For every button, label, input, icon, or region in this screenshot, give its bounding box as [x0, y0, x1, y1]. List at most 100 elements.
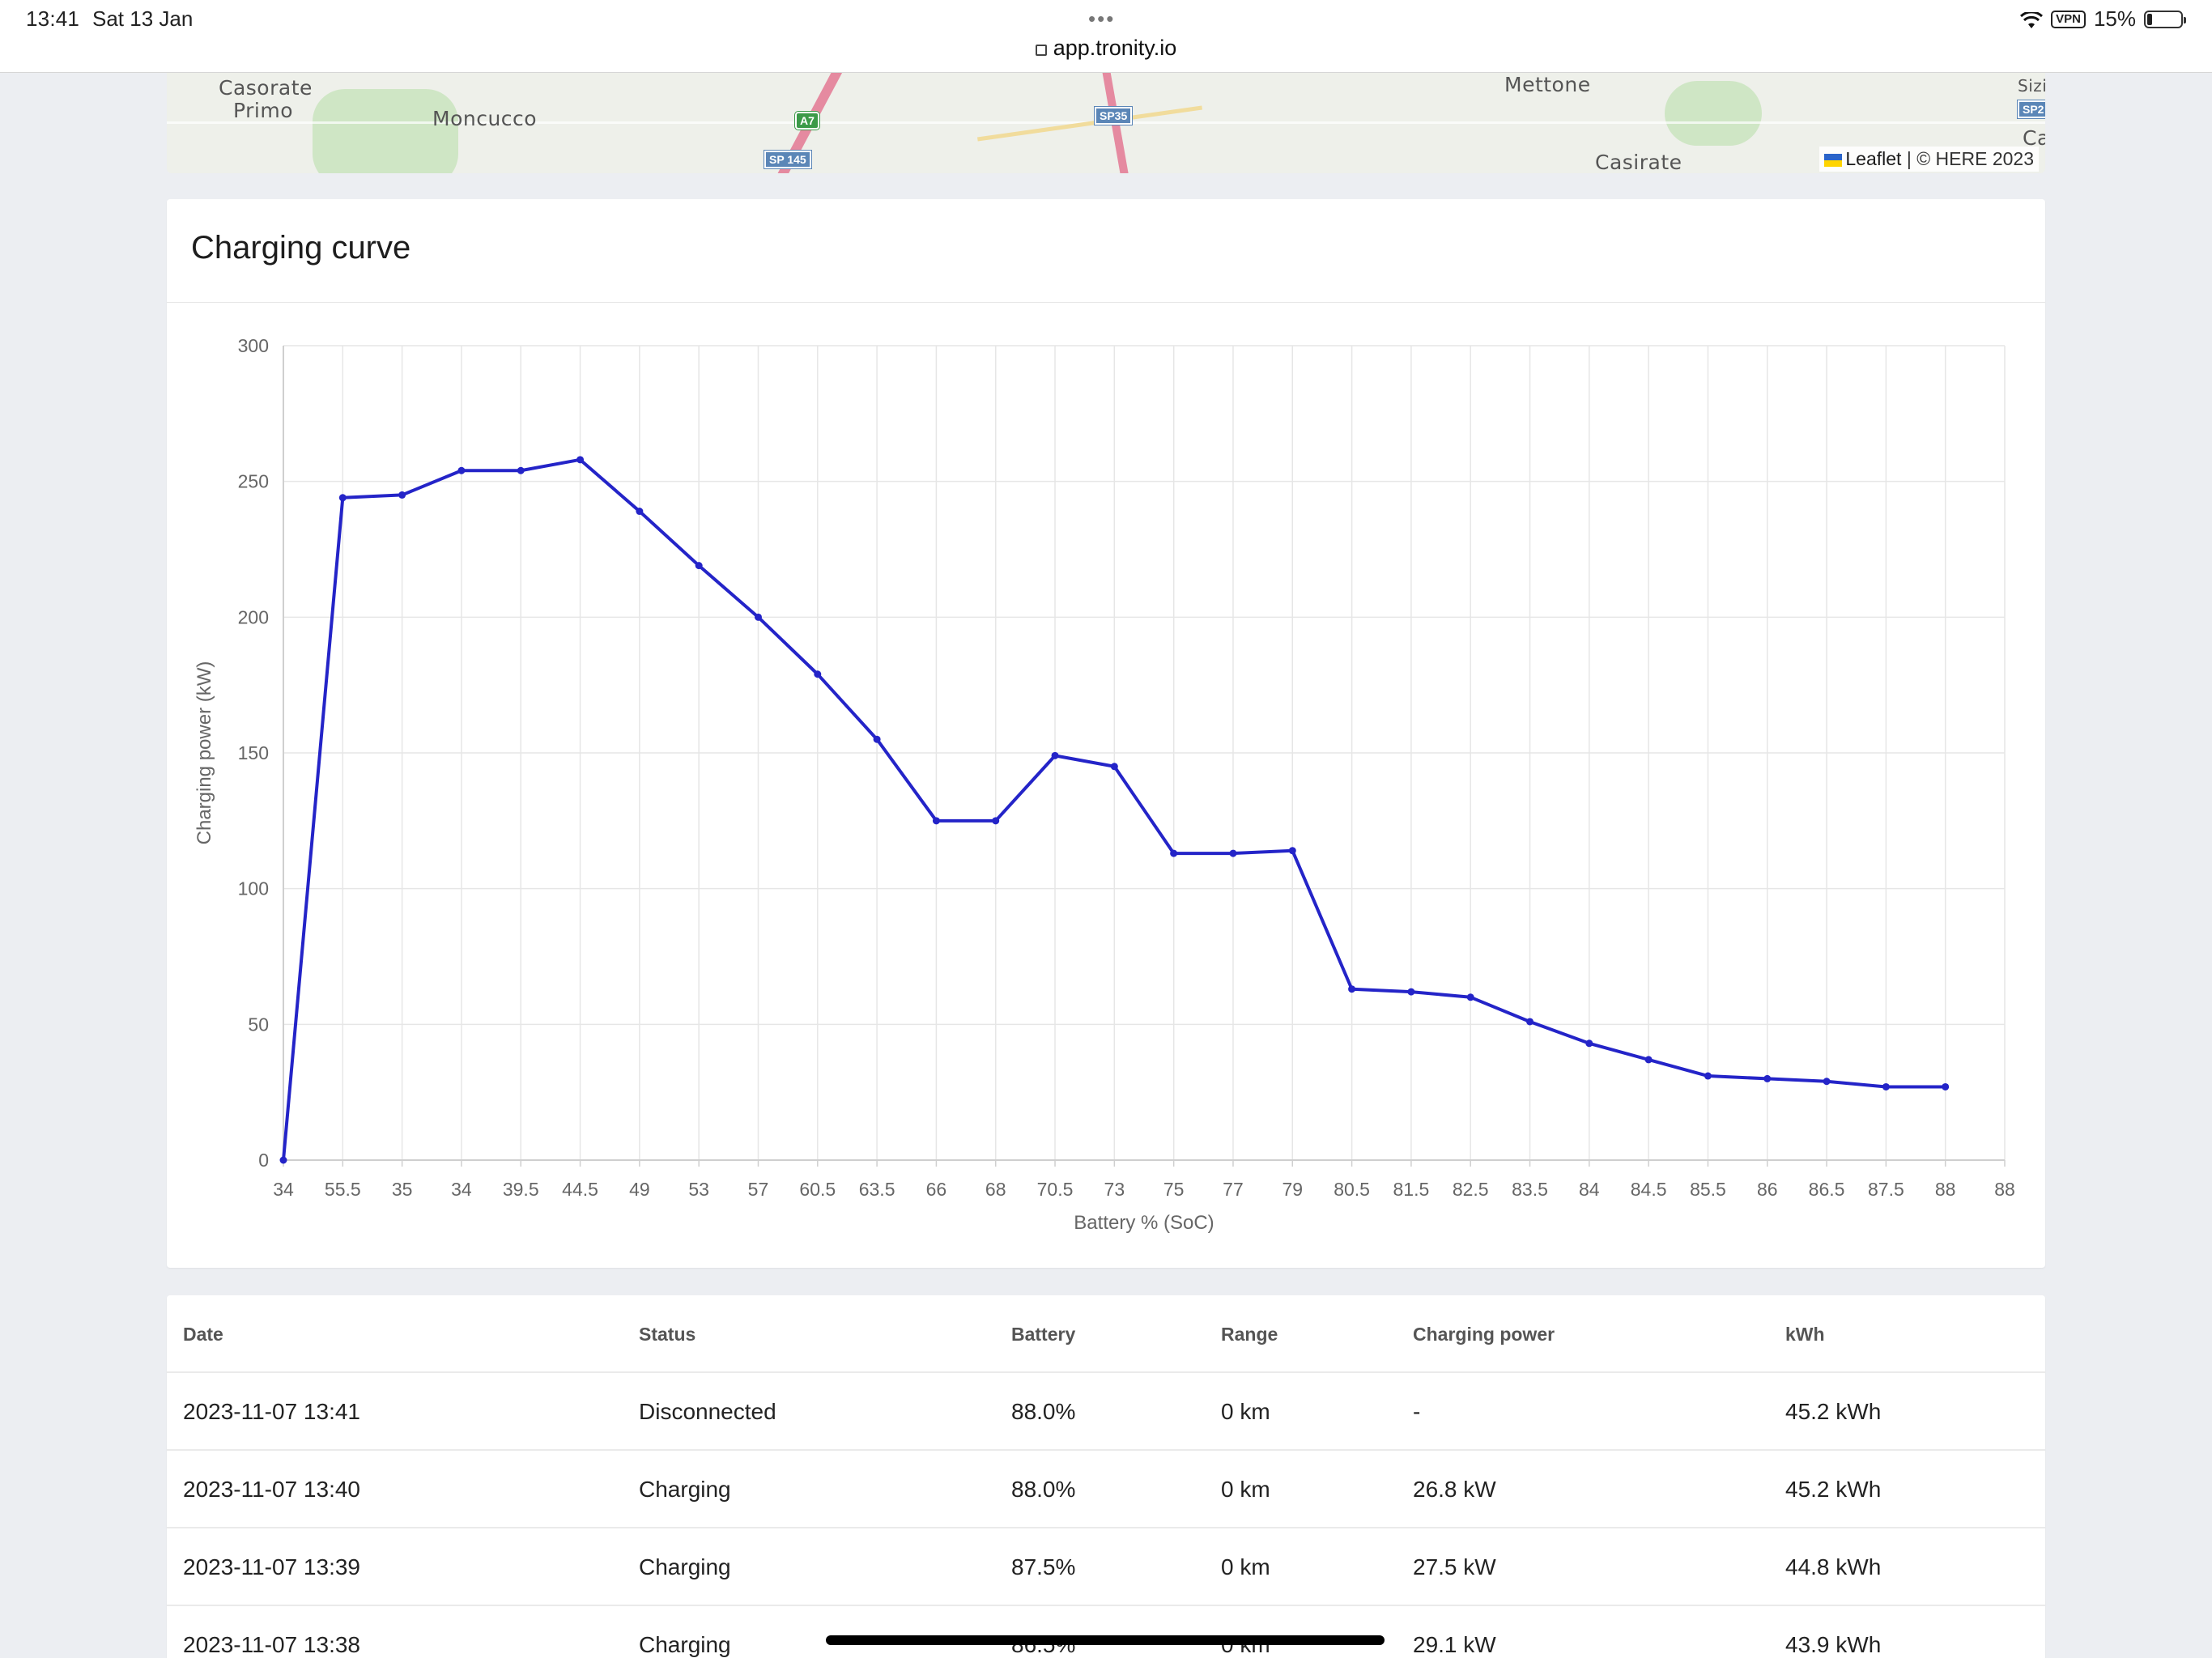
address-bar[interactable]: app.tronity.io — [0, 36, 2212, 61]
browser-top-bar: 13:41 Sat 13 Jan ••• app.tronity.io VPN … — [0, 0, 2212, 73]
cell-status: Disconnected — [639, 1399, 776, 1424]
road-shield: SP2 — [2016, 100, 2045, 119]
data-point — [1942, 1082, 1950, 1090]
data-point — [932, 817, 940, 825]
map-label: Mettone — [1504, 73, 1591, 96]
map-label: Moncucco — [432, 107, 538, 130]
x-axis-label: Battery % (SoC) — [1074, 1212, 1214, 1234]
road-shield: SP35 — [1093, 106, 1134, 125]
charging-curve-chart: 0 50 100 150 200 250 300 34 55.5 35 34 39.5 44.5 49 53… — [194, 335, 2015, 1234]
data-point — [457, 466, 466, 474]
data-point — [1051, 751, 1059, 759]
x-tick-label: 80.5 — [1334, 1179, 1370, 1200]
here-attribution: © HERE 2023 — [1916, 148, 2034, 169]
x-tick-label: 73 — [1104, 1179, 1125, 1200]
x-tick-label: 35 — [392, 1179, 413, 1200]
battery-percent: 15% — [2093, 6, 2136, 31]
x-tick-label: 85.5 — [1690, 1179, 1726, 1200]
x-tick-label: 53 — [688, 1179, 709, 1200]
map-label: Primo — [233, 99, 294, 122]
cell-date: 2023-11-07 13:38 — [183, 1632, 360, 1657]
data-point — [1526, 1018, 1534, 1026]
x-tick-label: 34 — [451, 1179, 472, 1200]
ukraine-flag-icon — [1824, 153, 1843, 167]
cell-charging-power: 26.8 kW — [1413, 1477, 1496, 1502]
data-point — [814, 670, 822, 678]
charging-curve-card: Charging curve 0 50 100 150 200 250 300 34 55.5 3… — [167, 199, 2045, 1268]
data-point — [1170, 849, 1178, 857]
wifi-icon — [2020, 10, 2044, 28]
cell-date: 2023-11-07 13:41 — [183, 1399, 360, 1424]
data-point — [754, 613, 762, 621]
x-tick-label: 84.5 — [1631, 1179, 1667, 1200]
card-divider — [167, 302, 2045, 303]
data-point — [873, 735, 881, 743]
charging-log-table: Date Status Battery Range Charging power… — [167, 1295, 2045, 1658]
home-indicator[interactable] — [826, 1635, 1385, 1645]
table-row[interactable]: 2023-11-07 13:40 Charging 88.0% 0 km 26.… — [167, 1451, 2045, 1528]
cell-kwh: 43.9 kWh — [1785, 1632, 1882, 1657]
x-tick-label: 79 — [1282, 1179, 1303, 1200]
y-tick-label: 200 — [238, 606, 269, 627]
status-time: 13:41 — [26, 6, 80, 31]
data-point — [636, 508, 644, 516]
column-header-status[interactable]: Status — [639, 1324, 696, 1345]
data-point — [1288, 847, 1296, 855]
cell-date: 2023-11-07 13:39 — [183, 1554, 360, 1579]
x-tick-label: 63.5 — [859, 1179, 895, 1200]
data-point — [338, 494, 347, 502]
column-header-charging-power[interactable]: Charging power — [1413, 1324, 1555, 1345]
data-point — [1585, 1039, 1593, 1048]
cell-battery: 86.5% — [1011, 1606, 1075, 1658]
table-row[interactable]: 2023-11-07 13:38 Charging 86.5% 0 km 29.… — [167, 1606, 2045, 1658]
y-tick-label: 300 — [238, 335, 269, 356]
x-tick-label: 55.5 — [325, 1179, 361, 1200]
cell-date: 2023-11-07 13:40 — [183, 1477, 360, 1502]
lock-icon — [1035, 45, 1047, 56]
cell-status: Charging — [639, 1554, 731, 1579]
cell-charging-power: 27.5 kW — [1413, 1554, 1496, 1579]
cell-status: Charging — [639, 1632, 731, 1657]
data-point — [1704, 1072, 1712, 1080]
x-tick-label: 86 — [1757, 1179, 1778, 1200]
table-row[interactable]: 2023-11-07 13:39 Charging 87.5% 0 km 27.… — [167, 1528, 2045, 1606]
data-point — [1823, 1078, 1831, 1086]
cell-range: 0 km — [1221, 1554, 1270, 1579]
x-tick-label: 82.5 — [1453, 1179, 1489, 1200]
x-tick-label: 34 — [273, 1179, 294, 1200]
park-area — [1665, 81, 1762, 146]
x-tick-label: 83.5 — [1512, 1179, 1548, 1200]
map-label: Ca — [2023, 126, 2045, 150]
card-title: Charging curve — [191, 230, 411, 266]
cell-battery: 88.0% — [1011, 1477, 1076, 1502]
table-header-row: Date Status Battery Range Charging power… — [167, 1295, 2045, 1373]
column-header-date[interactable]: Date — [183, 1324, 223, 1345]
column-header-range[interactable]: Range — [1221, 1324, 1278, 1345]
map-label: Casorate — [219, 76, 313, 100]
data-point — [279, 1156, 287, 1164]
map-label: Casirate — [1595, 151, 1682, 173]
cell-kwh: 44.8 kWh — [1785, 1554, 1882, 1579]
x-tick-label: 68 — [985, 1179, 1006, 1200]
x-tick-label: 81.5 — [1393, 1179, 1430, 1200]
x-tick-label: 39.5 — [503, 1179, 539, 1200]
x-tick-label: 49 — [629, 1179, 650, 1200]
leaflet-link[interactable]: Leaflet — [1845, 148, 1902, 169]
data-point — [1882, 1082, 1890, 1090]
column-header-battery[interactable]: Battery — [1011, 1324, 1076, 1345]
park-area — [313, 89, 458, 173]
cell-battery: 87.5% — [1011, 1554, 1076, 1579]
x-tick-label: 66 — [926, 1179, 947, 1200]
status-indicators: VPN 15% — [2020, 6, 2186, 32]
more-dots-icon[interactable]: ••• — [1088, 6, 1116, 31]
data-point — [517, 466, 525, 474]
map[interactable]: Casorate Primo Moncucco Mettone Casirate… — [167, 73, 2045, 173]
y-tick-label: 0 — [258, 1150, 269, 1171]
road-shield: SP 145 — [764, 150, 812, 169]
table-row[interactable]: 2023-11-07 13:41 Disconnected 88.0% 0 km… — [167, 1373, 2045, 1451]
vpn-badge: VPN — [2051, 10, 2086, 28]
x-tick-label: 75 — [1163, 1179, 1185, 1200]
column-header-kwh[interactable]: kWh — [1785, 1324, 1825, 1345]
x-tick-label: 84 — [1579, 1179, 1600, 1200]
data-point — [1763, 1074, 1772, 1082]
